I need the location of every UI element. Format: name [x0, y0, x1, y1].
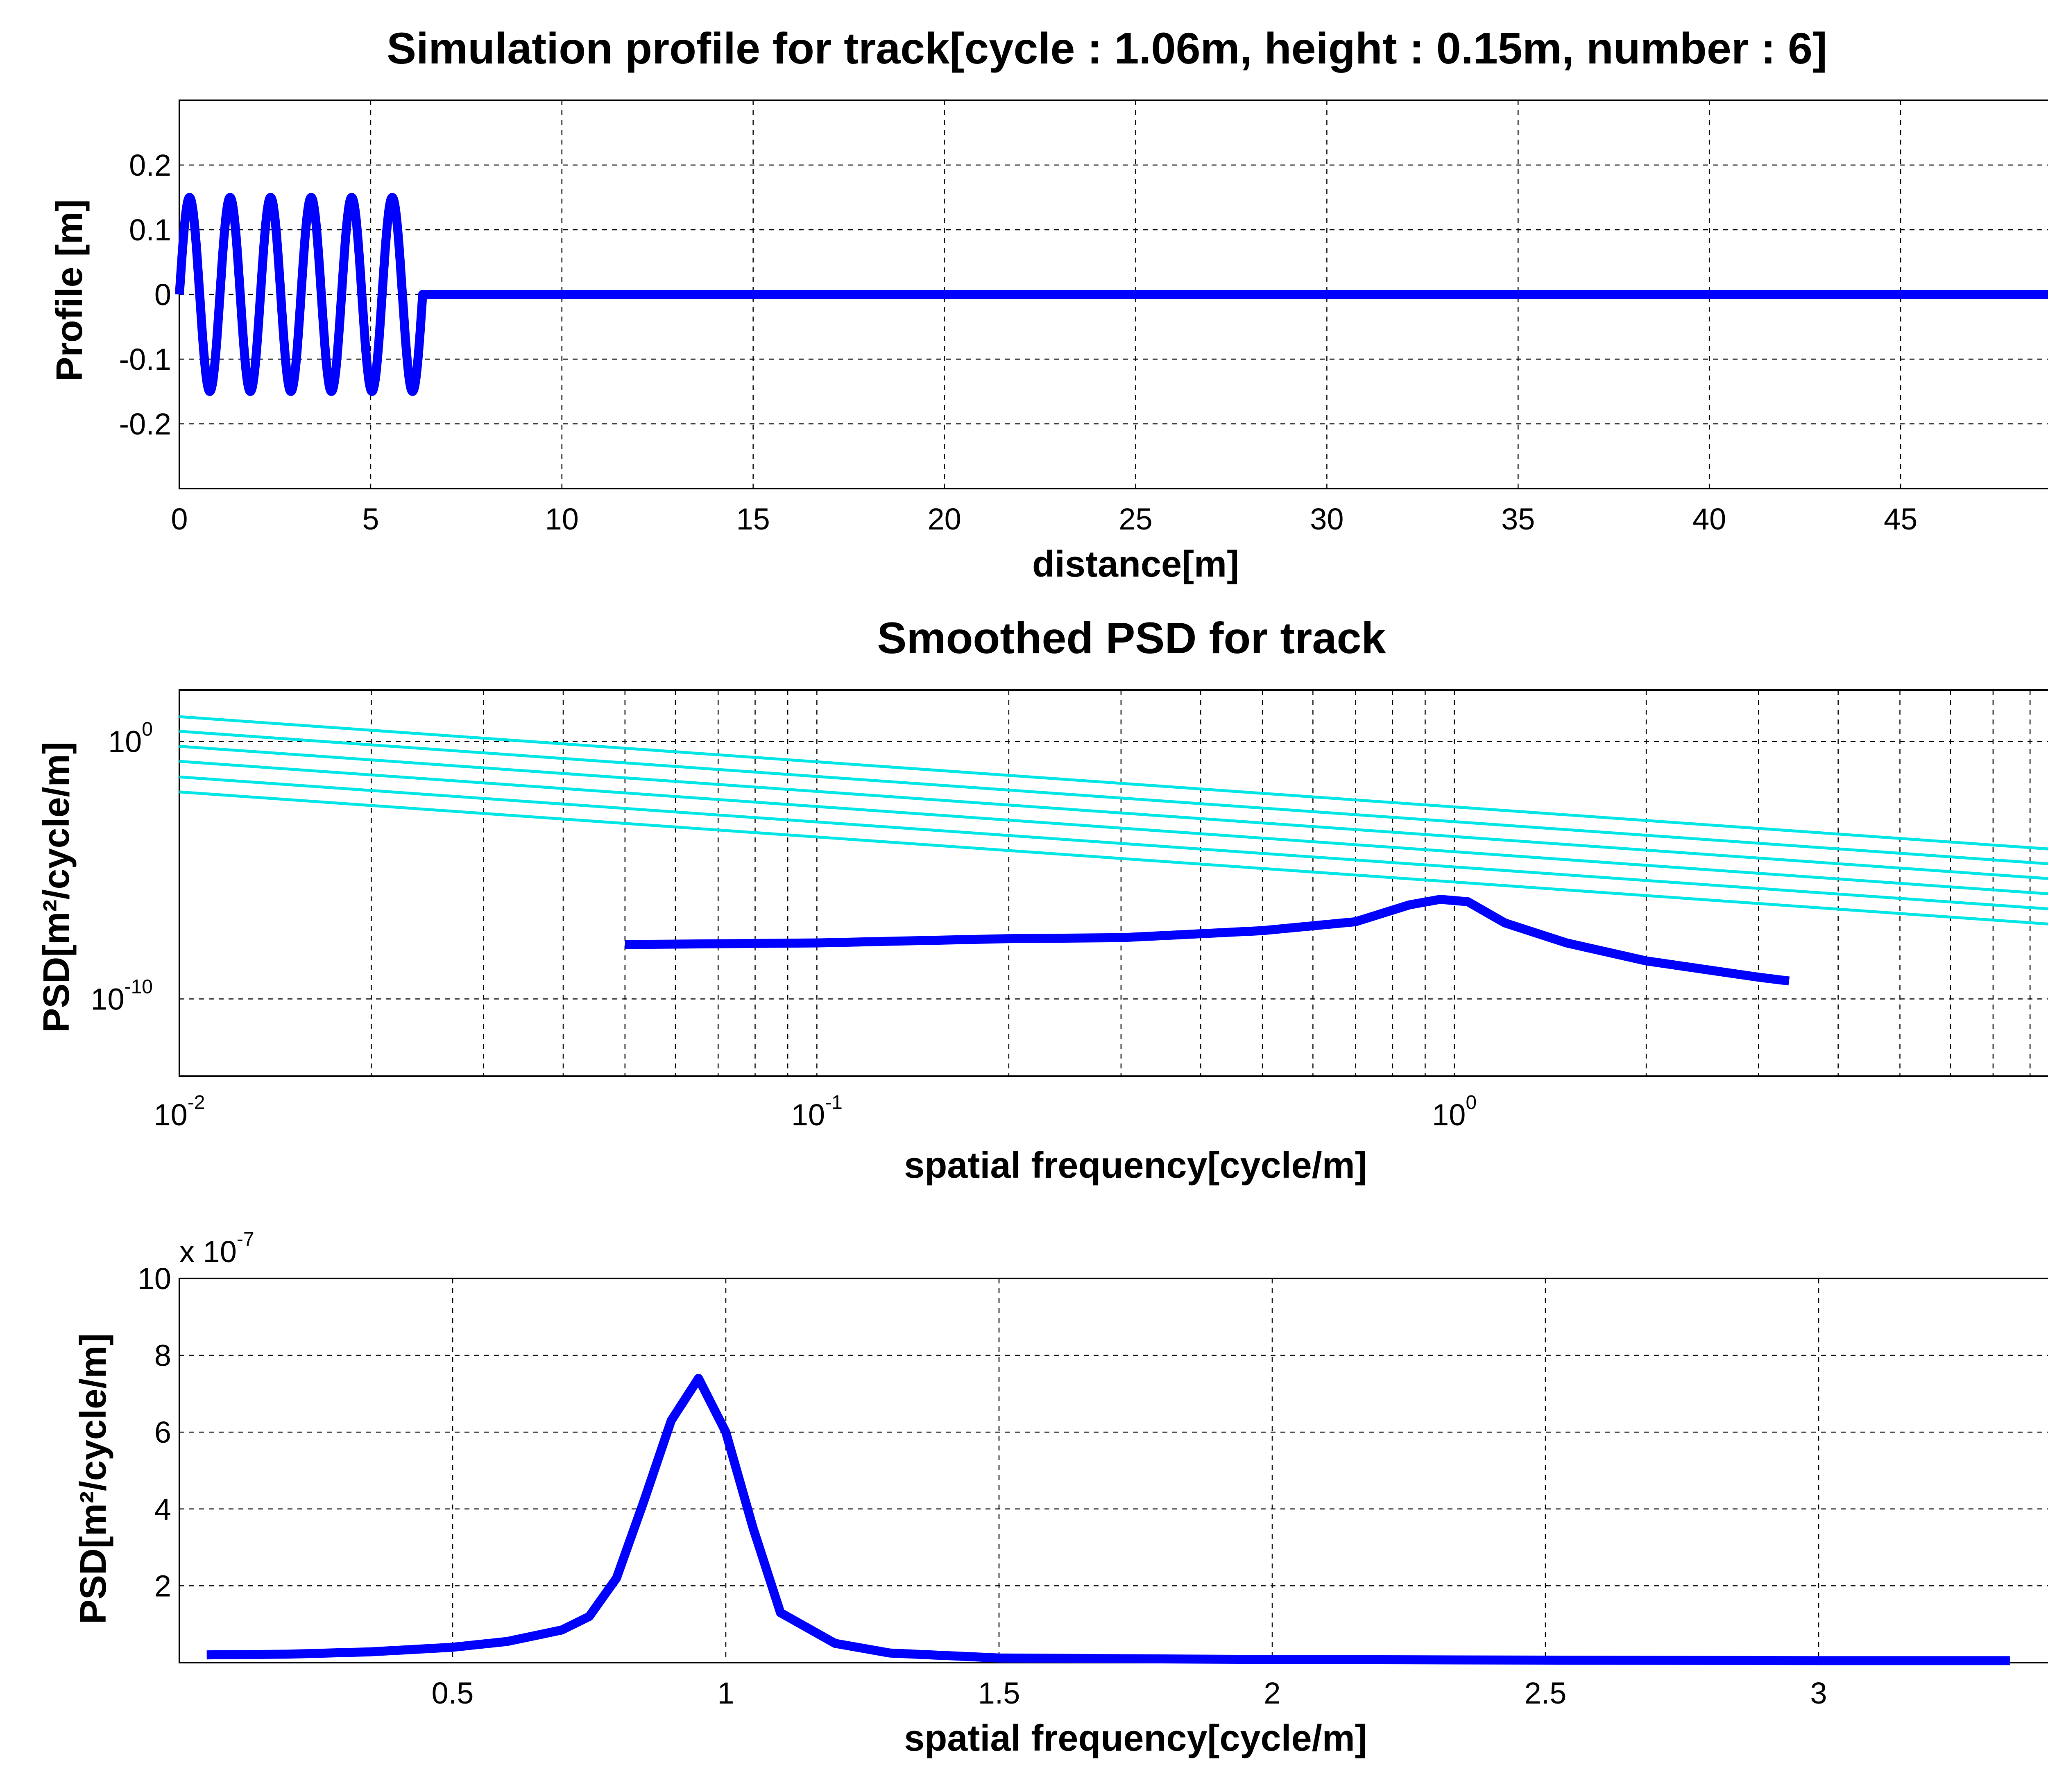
profile-x-tick-label: 5: [362, 502, 379, 536]
psd-log-y-tick-label: 10-10: [91, 976, 153, 1016]
psd-linear-y-tick-label: 2: [154, 1569, 171, 1603]
profile-y-tick-label: -0.1: [119, 342, 171, 376]
psd-reference-line: [179, 745, 2048, 880]
psd-reference-line: [179, 760, 2048, 896]
psd-linear-y-axis-label: PSD[m²/cycle/m]: [73, 1333, 114, 1624]
profile-x-tick-label: 10: [545, 502, 579, 536]
profile-x-tick-label: 20: [927, 502, 961, 536]
psd-log-y-tick-label-base: 10: [108, 725, 142, 759]
psd-linear-plot-area: [179, 1278, 2048, 1663]
profile-x-tick-label: 40: [1692, 502, 1726, 536]
psd-log-x-tick-label: 10-2: [154, 1092, 205, 1132]
profile-y-tick-label: 0.2: [129, 148, 171, 182]
psd-reference-line: [179, 715, 2048, 851]
profile-chart-title: Simulation profile for track[cycle : 1.0…: [387, 23, 1827, 73]
profile-x-axis-label: distance[m]: [1032, 544, 1239, 585]
psd-log-x-tick-label-base: 10: [154, 1098, 188, 1132]
psd-reference-line: [179, 790, 2048, 925]
psd-reference-line: [179, 775, 2048, 910]
psd-linear-x-tick-label: 1: [717, 1676, 734, 1710]
profile-chart: Simulation profile for track[cycle : 1.0…: [49, 23, 2048, 585]
psd-log-x-tick-label: 100: [1432, 1092, 1477, 1132]
profile-x-tick-label: 30: [1310, 502, 1343, 536]
profile-series-line: [175, 193, 2048, 396]
psd-log-y-tick-label-base: 10: [91, 982, 124, 1016]
psd-linear-x-tick-label: 2: [1264, 1676, 1280, 1710]
psd-linear-y-multiplier: x 10-7: [179, 1229, 254, 1269]
psd-log-y-tick-label: 100: [108, 719, 153, 759]
smoothed-psd-chart-title: Smoothed PSD for track: [877, 613, 1386, 663]
psd-log-y-tick-label-exp: 0: [142, 719, 153, 740]
psd-log-series-line: [625, 895, 1790, 986]
psd-linear-x-tick-label: 2.5: [1525, 1676, 1567, 1710]
psd-log-x-axis-label: spatial frequency[cycle/m]: [904, 1145, 1367, 1186]
psd-log-x-tick-label: 10-1: [791, 1092, 843, 1132]
psd-linear-y-tick-label: 10: [138, 1262, 171, 1296]
psd-linear-x-tick-label: 1.5: [978, 1676, 1020, 1710]
profile-x-tick-label: 0: [171, 502, 188, 536]
profile-y-tick-label: 0: [154, 278, 171, 312]
profile-x-tick-label: 45: [1884, 502, 1917, 536]
psd-reference-line: [179, 730, 2048, 865]
profile-x-tick-label: 15: [736, 502, 770, 536]
psd-log-x-tick-label-base: 10: [791, 1098, 825, 1132]
psd-linear-x-axis-label: spatial frequency[cycle/m]: [904, 1718, 1367, 1759]
profile-y-tick-label: -0.2: [119, 407, 171, 441]
psd-linear-y-tick-label: 4: [154, 1492, 171, 1526]
psd-linear-x-tick-label: 3: [1810, 1676, 1827, 1710]
psd-log-plot-area: [179, 689, 2048, 1077]
psd-linear-series-line: [206, 1373, 2010, 1665]
smoothed-psd-chart: Smoothed PSD for track10-210-11001011001…: [36, 613, 2048, 1186]
psd-linear-y-tick-label: 6: [154, 1415, 171, 1449]
psd-linear-y-multiplier-exp: -7: [237, 1229, 254, 1250]
profile-y-axis-label: Profile [m]: [49, 199, 90, 381]
profile-x-tick-label: 25: [1119, 502, 1152, 536]
psd-linear-x-tick-label: 0.5: [432, 1676, 474, 1710]
psd-linear-y-tick-label: 8: [154, 1339, 171, 1373]
psd-log-x-tick-label-exp: -1: [825, 1092, 843, 1113]
psd-log-y-tick-label-exp: -10: [125, 976, 153, 998]
profile-y-tick-label: 0.1: [129, 213, 171, 247]
psd-linear-y-multiplier-base: x 10: [179, 1235, 237, 1269]
psd-log-x-tick-label-exp: -2: [188, 1092, 205, 1113]
psd-log-x-tick-label-exp: 0: [1466, 1092, 1477, 1113]
psd-log-y-axis-label: PSD[m²/cycle/m]: [36, 742, 77, 1032]
profile-x-tick-label: 35: [1501, 502, 1535, 536]
psd-log-x-tick-label-base: 10: [1432, 1098, 1466, 1132]
